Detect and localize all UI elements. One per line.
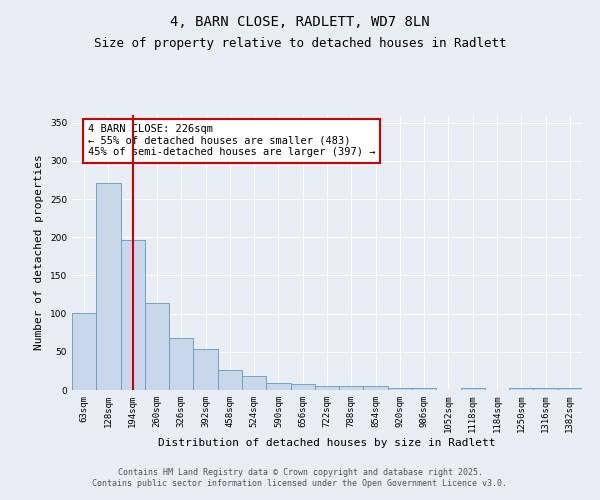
Bar: [72, 313, 96, 390]
Text: 4, BARN CLOSE, RADLETT, WD7 8LN: 4, BARN CLOSE, RADLETT, WD7 8LN: [170, 15, 430, 29]
X-axis label: Distribution of detached houses by size in Radlett: Distribution of detached houses by size …: [158, 438, 496, 448]
Bar: [509, 388, 533, 390]
Text: Contains HM Land Registry data © Crown copyright and database right 2025.
Contai: Contains HM Land Registry data © Crown c…: [92, 468, 508, 487]
Bar: [169, 338, 193, 390]
Text: Size of property relative to detached houses in Radlett: Size of property relative to detached ho…: [94, 38, 506, 51]
Bar: [242, 376, 266, 390]
Bar: [339, 386, 364, 390]
Bar: [96, 183, 121, 390]
Bar: [364, 386, 388, 390]
Bar: [533, 388, 558, 390]
Bar: [315, 386, 339, 390]
Bar: [461, 388, 485, 390]
Bar: [145, 303, 169, 390]
Bar: [266, 383, 290, 390]
Bar: [558, 388, 582, 390]
Bar: [121, 240, 145, 390]
Y-axis label: Number of detached properties: Number of detached properties: [34, 154, 44, 350]
Text: 4 BARN CLOSE: 226sqm
← 55% of detached houses are smaller (483)
45% of semi-deta: 4 BARN CLOSE: 226sqm ← 55% of detached h…: [88, 124, 375, 158]
Bar: [193, 349, 218, 390]
Bar: [412, 388, 436, 390]
Bar: [218, 370, 242, 390]
Bar: [290, 384, 315, 390]
Bar: [388, 388, 412, 390]
